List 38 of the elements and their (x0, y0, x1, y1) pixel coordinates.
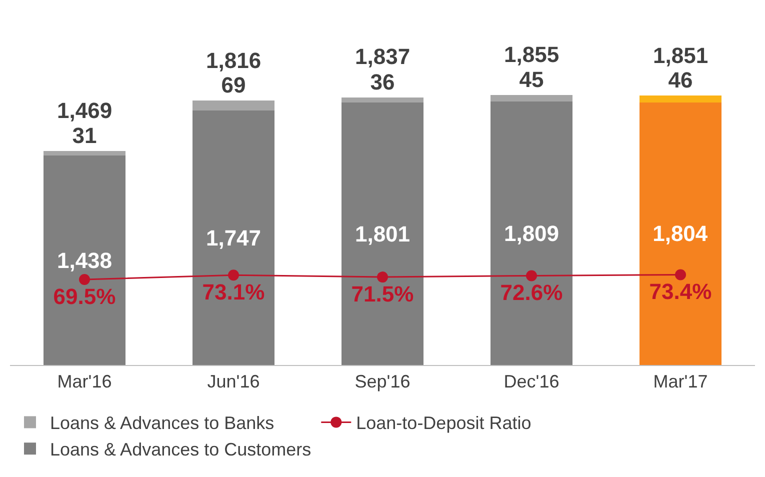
legend-label: Loans & Advances to Customers (50, 440, 312, 460)
data-label: 71.5% (351, 281, 414, 306)
bar (490, 102, 572, 365)
bar (342, 97, 424, 103)
data-label: 45 (519, 67, 544, 92)
data-label: 69 (221, 72, 246, 98)
data-label: 46 (668, 68, 693, 93)
data-label: 1,804 (652, 221, 708, 246)
total-label: 1,855 (504, 42, 560, 67)
bar (490, 95, 572, 102)
bar (640, 102, 722, 365)
data-label: 1,438 (56, 248, 112, 273)
x-tick-label: Sep'16 (354, 372, 410, 392)
data-label: 31 (72, 123, 97, 148)
data-label: 69.5% (53, 284, 116, 309)
data-label: 73.4% (649, 279, 712, 304)
data-label: 73.1% (202, 279, 265, 304)
data-label: 1,801 (354, 221, 410, 246)
data-label: 72.6% (500, 280, 563, 306)
total-label: 1,851 (653, 43, 708, 68)
bar (44, 151, 126, 156)
bar (192, 100, 274, 111)
data-label: 36 (370, 69, 395, 94)
x-tick-label: Dec'16 (504, 372, 560, 392)
legend-label: Loans & Advances to Banks (50, 413, 274, 434)
x-tick-label: Mar'17 (653, 372, 708, 392)
total-label: 1,469 (57, 98, 112, 123)
bar (342, 102, 424, 365)
data-label: 1,809 (504, 220, 560, 246)
total-label: 1,837 (355, 44, 410, 69)
total-label: 1,816 (206, 48, 262, 73)
bar (640, 96, 722, 102)
x-tick-label: Jun'16 (207, 372, 260, 392)
x-tick-label: Mar'16 (57, 372, 112, 392)
bar (192, 110, 274, 365)
bar (44, 156, 126, 365)
legend-label: Loan-to-Deposit Ratio (356, 413, 532, 434)
data-label: 1,747 (206, 225, 262, 250)
